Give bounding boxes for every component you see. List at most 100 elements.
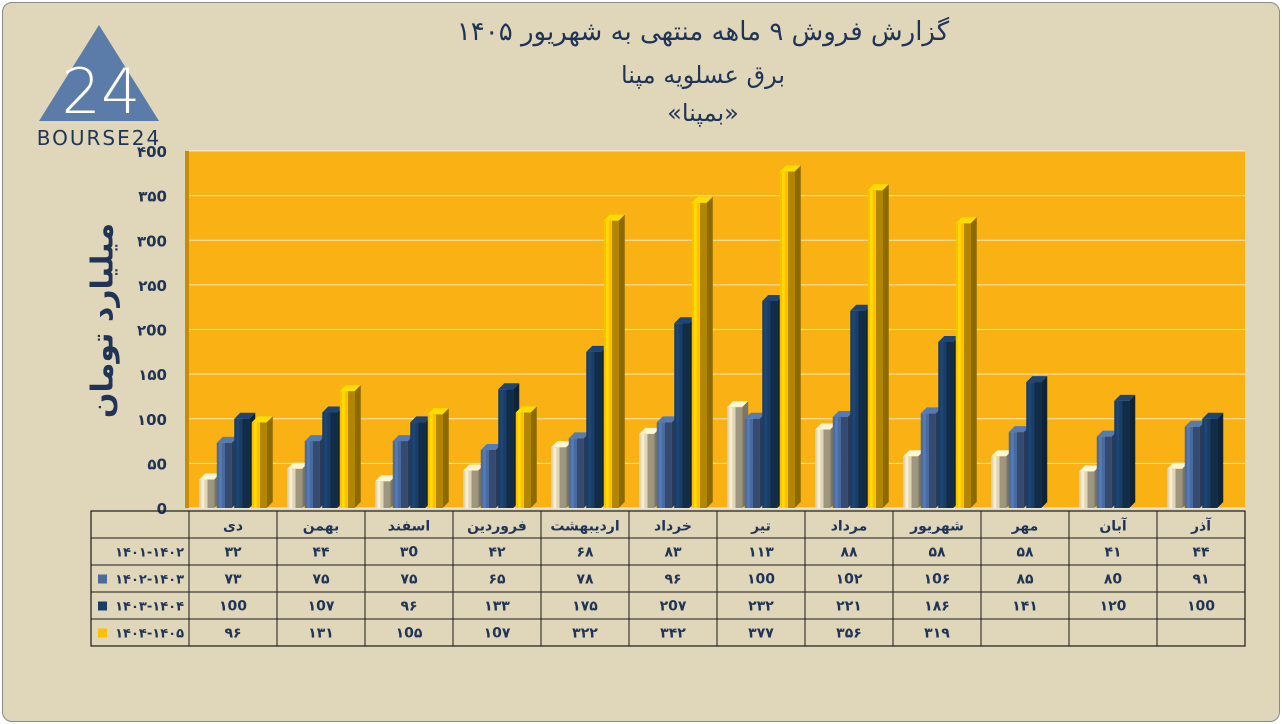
bar-top (955, 217, 977, 224)
bar-shade (594, 351, 602, 508)
legend-marker (98, 628, 107, 638)
bar-shade (330, 412, 338, 508)
bar-shade (1175, 468, 1183, 508)
bar-top (375, 475, 397, 482)
category-label: مهر (1011, 519, 1039, 535)
bar-top (1114, 394, 1136, 401)
bar-side (882, 184, 889, 508)
bar-side (266, 416, 273, 508)
data-label: ۷۳ (224, 572, 242, 588)
bar-shade (735, 407, 743, 508)
legend-label: ۱۴۰۴-۱۴۰۵ (115, 627, 184, 642)
data-label: ۱00 (219, 599, 247, 615)
bar-highlight (694, 202, 697, 508)
bar-highlight (1116, 400, 1120, 508)
bar-shade (313, 441, 320, 508)
category-label: بهمن (303, 519, 339, 535)
legend-marker (98, 574, 107, 584)
bar-shade (682, 323, 690, 508)
bar-highlight (219, 442, 222, 508)
bar-shade (489, 449, 496, 508)
data-table-border (90, 510, 1246, 647)
data-label: ۱۸۶ (924, 599, 950, 615)
bar-top (815, 423, 837, 430)
data-label: ۴۴ (312, 545, 330, 561)
category-label: اسفند (388, 519, 430, 535)
bar-highlight (342, 391, 345, 508)
category-label: آذر (1190, 517, 1212, 535)
bar-shade (999, 456, 1007, 508)
bar-shade (207, 479, 215, 508)
y-tick-label: ۵0 (147, 455, 167, 473)
bar-top (586, 345, 608, 352)
bar-top (216, 436, 238, 443)
bar-shade (418, 422, 426, 508)
bar-highlight (993, 456, 997, 508)
bar-shade (823, 429, 831, 508)
bar-highlight (676, 323, 680, 508)
data-label: ۱0۶ (924, 572, 951, 588)
category-label: تیر (750, 519, 771, 535)
data-label: ۹۶ (400, 599, 417, 615)
bar-top (903, 450, 925, 457)
data-label: ۷۵ (312, 572, 330, 588)
data-label: ۸۵ (1016, 572, 1034, 588)
data-label: ۱0۷ (484, 626, 511, 642)
bar-top (568, 432, 590, 439)
data-label: ۸0 (1104, 572, 1123, 588)
bar-highlight (905, 456, 909, 508)
bar-top (691, 196, 713, 203)
bar-shade (946, 341, 954, 508)
bar-highlight (817, 429, 821, 508)
bar (1114, 394, 1136, 508)
data-label: ۹۶ (664, 572, 681, 588)
bar-top (463, 464, 485, 471)
bar-top (498, 383, 520, 390)
bar-shade (1087, 471, 1095, 508)
data-label: ۲0۷ (660, 599, 687, 615)
bar-highlight (236, 418, 240, 508)
data-label: ۹۶ (224, 626, 241, 642)
data-label: ۳۴۲ (660, 626, 686, 642)
bar-shade (929, 413, 936, 508)
logo-mark: 24 (62, 55, 141, 128)
bar-top (744, 412, 766, 419)
bar-highlight (1081, 471, 1085, 508)
bar-highlight (412, 422, 416, 508)
bar-shade (647, 433, 655, 508)
bar-highlight (641, 433, 645, 508)
bar-shade (1193, 426, 1200, 508)
bar-highlight (729, 407, 733, 508)
category-label: دی (223, 519, 243, 535)
data-label: ۶۸ (576, 545, 594, 561)
bar (339, 385, 361, 508)
category-label: مرداد (831, 519, 868, 535)
data-label: ۴۱ (1104, 545, 1121, 561)
category-label: آبان (1099, 517, 1127, 535)
bar-top (1008, 426, 1030, 433)
bar-top (850, 304, 872, 311)
y-tick-label: 0 (157, 500, 167, 518)
data-label: ۵۸ (1016, 545, 1034, 561)
bar-highlight (1169, 468, 1173, 508)
y-tick-label: ۳۵0 (138, 188, 167, 206)
bar-highlight (659, 422, 662, 508)
bar-shade (700, 202, 707, 508)
bar-top (304, 435, 326, 442)
bar-top (322, 406, 344, 413)
data-label: ۸۸ (840, 545, 858, 561)
data-label: ۳۷۷ (748, 626, 774, 642)
data-label: ۴۴ (1192, 545, 1210, 561)
bar (1026, 376, 1048, 508)
bar-shade (1034, 382, 1042, 508)
data-label: ۱00 (747, 572, 775, 588)
bar-top (779, 165, 801, 172)
data-label: ۳۵۶ (836, 626, 862, 642)
bar-shade (242, 418, 250, 508)
bar-highlight (254, 422, 257, 508)
bar-side (354, 385, 361, 508)
bar-top (867, 184, 889, 191)
bar-top (287, 462, 309, 469)
bar-side (530, 406, 537, 508)
bar-side (1041, 376, 1048, 508)
